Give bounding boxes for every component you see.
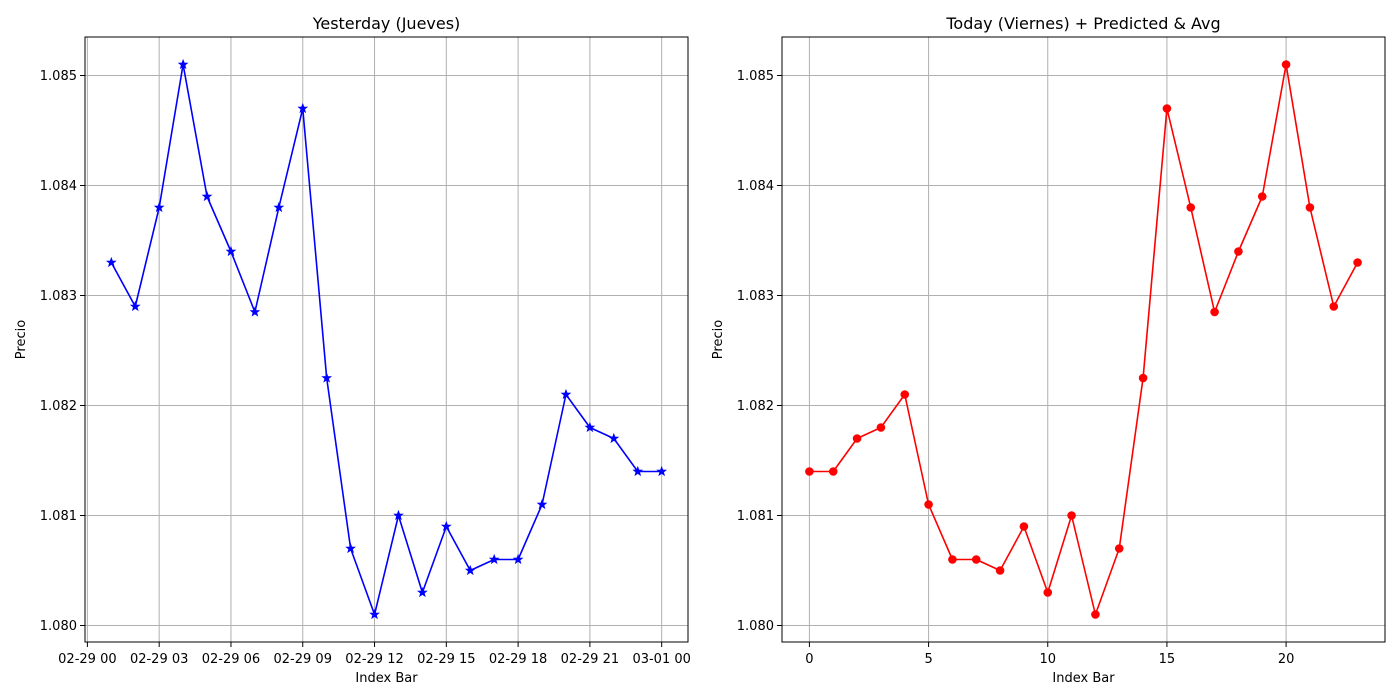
x-axis-label: Index Bar (1052, 671, 1115, 686)
data-point (297, 102, 309, 114)
data-point (536, 498, 548, 510)
y-tick-label: 1.085 (40, 69, 77, 84)
data-point (321, 372, 333, 383)
x-tick-label: 02-29 21 (561, 652, 619, 667)
x-tick-label: 02-29 12 (345, 652, 403, 667)
plot-frame (781, 36, 1386, 643)
y-tick-label: 1.081 (737, 509, 774, 524)
data-point (852, 434, 862, 443)
data-point (805, 467, 814, 476)
x-tick-label: 10 (1039, 652, 1056, 667)
data-point (225, 245, 237, 257)
x-tick-label: 02-29 09 (274, 652, 332, 667)
x-tick-label: 02-29 06 (202, 652, 260, 667)
data-point (1114, 544, 1124, 553)
data-point (1281, 60, 1291, 69)
x-axis-label: Index Bar (355, 671, 418, 686)
grid (782, 37, 1385, 642)
y-tick-label: 1.082 (737, 399, 774, 414)
x-tick-label: 15 (1159, 652, 1176, 667)
data-point (924, 500, 933, 509)
data-point (1138, 373, 1148, 383)
data-point (1067, 511, 1076, 520)
data-point (948, 555, 957, 564)
data-point (153, 201, 165, 213)
data-point (417, 586, 428, 598)
y-tick-label: 1.084 (40, 179, 77, 194)
data-point (632, 465, 644, 477)
data-point (345, 542, 356, 554)
data-point (201, 190, 213, 202)
x-tick-label: 02-29 15 (417, 652, 475, 667)
data-point (656, 465, 668, 477)
plot-frame (84, 36, 689, 643)
data-point (369, 608, 380, 620)
y-tick-label: 1.080 (737, 619, 774, 634)
data-point (560, 388, 572, 400)
data-point (393, 509, 404, 521)
y-axis-label: Precio (711, 320, 726, 359)
series-line (110, 63, 662, 616)
data-point (1305, 203, 1315, 212)
data-point (876, 423, 886, 432)
y-tick-label: 1.084 (737, 179, 774, 194)
chart-title: Yesterday (Jueves) (312, 14, 461, 33)
data-point (1019, 522, 1029, 531)
y-tick-label: 1.082 (40, 399, 77, 414)
data-point (1091, 610, 1100, 619)
data-point (1162, 104, 1172, 113)
series-line (809, 63, 1359, 616)
data-point (1257, 192, 1267, 201)
data-point (1043, 588, 1053, 597)
data-point (512, 553, 524, 565)
data-point (488, 553, 500, 565)
y-axis-label: Precio (14, 320, 29, 359)
chart-yesterday: 02-29 00 02-29 03 02-29 06 02-29 09 02-29 12… (14, 14, 691, 686)
data-point (1210, 307, 1219, 317)
y-tick-label: 1.085 (737, 69, 774, 84)
data-point (129, 300, 141, 312)
data-point (1186, 203, 1196, 212)
data-point (1329, 302, 1339, 311)
x-tick-label: 02-29 00 (58, 652, 116, 667)
chart-today: 0 5 10 15 20 1.080 1.081 1.082 1.083 1.084 1.085 To… (711, 14, 1386, 686)
y-tick-label: 1.083 (40, 289, 77, 304)
data-point (995, 566, 1005, 575)
x-tick-label: 0 (805, 652, 813, 667)
chart-title: Today (Viernes) + Predicted & Avg (945, 14, 1220, 33)
data-point (584, 421, 596, 433)
data-point (608, 432, 620, 444)
data-point (177, 58, 189, 70)
data-point (440, 520, 452, 532)
data-point (1353, 258, 1362, 267)
data-point (828, 467, 838, 476)
y-tick-label: 1.081 (40, 509, 77, 524)
x-tick-label: 03-01 00 (632, 652, 690, 667)
data-point (900, 390, 910, 399)
x-tick-label: 02-29 03 (130, 652, 188, 667)
y-tick-label: 1.083 (737, 289, 774, 304)
y-tick-label: 1.080 (40, 619, 77, 634)
data-point (464, 564, 476, 576)
data-point (249, 306, 261, 317)
x-tick-label: 02-29 18 (489, 652, 547, 667)
data-point (971, 555, 981, 564)
grid (85, 37, 688, 642)
data-point (273, 201, 285, 213)
data-point (105, 256, 117, 268)
x-tick-label: 20 (1278, 652, 1295, 667)
x-tick-label: 5 (924, 652, 932, 667)
data-point (1234, 247, 1243, 256)
